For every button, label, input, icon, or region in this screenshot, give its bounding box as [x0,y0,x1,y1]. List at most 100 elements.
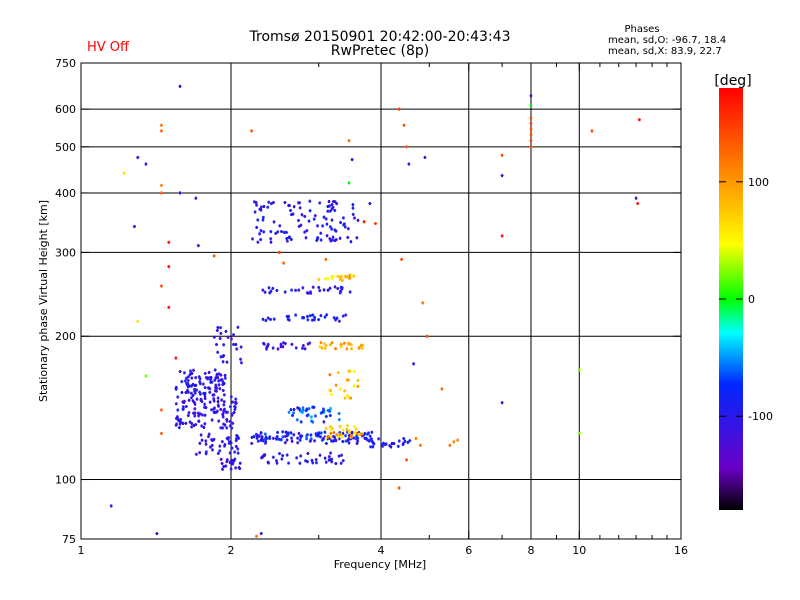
data-point [215,387,219,389]
data-point [155,533,159,535]
data-point [324,437,328,439]
data-point [383,444,387,446]
data-point [252,201,256,203]
data-point [322,410,326,412]
data-point [344,440,348,442]
data-point [322,216,326,218]
data-point [214,377,218,379]
data-point [294,289,298,291]
y-tick-labels: 75 100 200 300 400 500 600 750 [55,57,76,546]
data-point [338,388,342,390]
data-point [292,409,296,411]
data-point [349,241,353,243]
data-point [208,401,212,403]
data-point [277,438,281,440]
data-point [397,108,401,110]
data-point [356,219,360,221]
data-point [202,426,206,428]
data-point [342,342,346,344]
data-point [338,278,342,280]
data-point [285,238,289,240]
data-point [337,419,341,421]
data-point [324,345,328,347]
data-point [340,279,344,281]
data-point [234,446,238,448]
data-point [300,347,304,349]
data-point [334,463,338,465]
data-point [200,425,204,427]
data-point [221,384,225,386]
data-point [287,315,291,317]
data-point [194,377,198,379]
data-point [199,398,203,400]
data-point [250,130,254,132]
data-point [321,411,325,413]
data-point [400,258,404,260]
data-point [278,225,282,227]
data-point [198,378,202,380]
data-point [330,239,334,241]
data-point [529,134,533,136]
data-point [407,163,411,165]
colorbar-label: [deg] [714,73,751,89]
data-point [425,335,429,337]
data-point [225,420,229,422]
data-point [276,231,280,233]
data-point [167,306,171,308]
data-point [234,402,238,404]
data-point [345,425,349,427]
data-point [224,330,228,332]
data-point [219,356,223,358]
data-point [198,383,202,385]
data-point [346,228,350,230]
data-point [329,393,333,395]
data-point [208,388,212,390]
data-point [347,435,351,437]
data-point [221,468,225,470]
data-point [333,240,337,242]
data-point [193,392,197,394]
data-point [324,442,328,444]
data-point [327,456,331,458]
data-point [176,396,180,398]
data-point [199,434,203,436]
data-point [330,458,334,460]
data-point [279,439,283,441]
data-point [336,372,340,374]
data-point [295,457,299,459]
data-point [179,418,183,420]
data-point [203,423,207,425]
data-point [287,319,291,321]
x-tick-label: 2 [228,544,235,557]
data-point [396,445,400,447]
x-tick-label: 6 [465,544,472,557]
data-point [177,427,181,429]
data-point [331,236,335,238]
data-point [271,456,275,458]
data-point [355,435,359,437]
data-point [204,453,208,455]
data-point [224,411,228,413]
data-point [216,397,220,399]
data-point [230,427,234,429]
data-point [279,343,283,345]
data-point [294,314,298,316]
data-point [397,487,401,489]
data-point [233,406,237,408]
data-point [258,208,262,210]
data-point [211,394,215,396]
data-point [330,208,334,210]
data-point [296,442,300,444]
data-point [159,285,163,287]
data-point [220,379,224,381]
data-point [228,462,232,464]
data-point [328,226,332,228]
data-point [237,437,241,439]
data-point [402,124,406,126]
data-point [590,130,594,132]
data-point [258,233,262,235]
hv-status: HV Off [87,40,130,55]
data-point [318,436,322,438]
data-point [351,204,355,206]
data-point [340,454,344,456]
